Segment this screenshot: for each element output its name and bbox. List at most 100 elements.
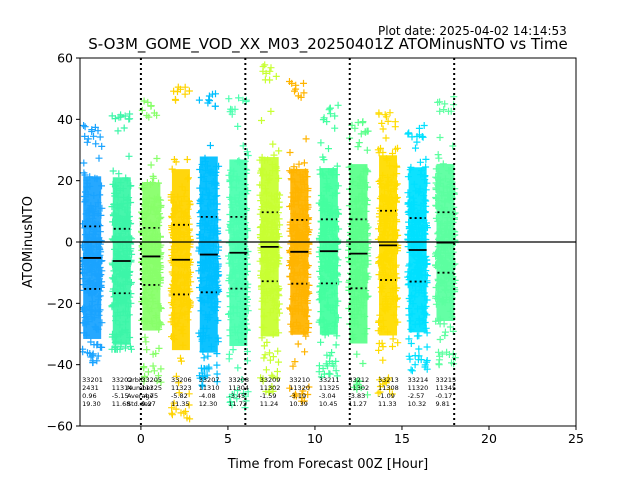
- orbit-point: [363, 325, 371, 333]
- orbit-point: [141, 248, 149, 256]
- orbit-point: [379, 149, 387, 156]
- orbit-point: [177, 230, 185, 238]
- orbit-point: [360, 270, 368, 278]
- orbit-point: [325, 211, 333, 219]
- orbit-point: [293, 231, 301, 239]
- orbit-point: [142, 282, 150, 290]
- orbit-point: [286, 247, 294, 255]
- orbit-point: [275, 329, 283, 337]
- orbit-point: [294, 324, 302, 332]
- orbit-stat-text: 33205: [141, 376, 162, 384]
- orbit-point: [300, 159, 308, 167]
- y-axis-label: ATOMinusNTO: [21, 196, 36, 288]
- orbit-point: [301, 348, 309, 356]
- orbit-point: [95, 311, 103, 319]
- orbit-point: [315, 368, 323, 376]
- orbit-point: [387, 246, 395, 254]
- orbit-point: [141, 333, 149, 341]
- orbit-point: [379, 125, 387, 133]
- orbit-stat-text: -3.83: [348, 392, 365, 400]
- orbit-point: [244, 187, 252, 195]
- orbit-point: [173, 283, 180, 291]
- orbit-point: [97, 237, 105, 245]
- orbit-point: [415, 189, 422, 197]
- orbit-point: [199, 233, 207, 241]
- orbit-point: [383, 156, 391, 164]
- orbit-stat-text: 33209: [260, 376, 281, 384]
- orbit-point: [231, 194, 239, 202]
- orbit-point: [354, 321, 362, 329]
- orbit-point: [197, 198, 205, 206]
- orbit-point: [408, 310, 416, 318]
- orbit-point: [87, 338, 95, 346]
- orbit-point: [315, 296, 323, 304]
- orbit-point: [288, 328, 296, 336]
- orbit-point: [234, 364, 242, 372]
- orbit-point: [266, 175, 274, 183]
- orbit-stat-text: 11302: [260, 384, 281, 392]
- orbit-point: [230, 167, 238, 175]
- orbit-point: [84, 349, 91, 357]
- orbit-point: [364, 168, 372, 176]
- orbit-stat-text: 33212: [348, 376, 369, 384]
- orbit-cluster-33214: [404, 122, 431, 375]
- orbit-point: [423, 365, 431, 373]
- orbit-point: [322, 266, 330, 274]
- orbit-point: [362, 207, 370, 215]
- orbit-stat-text: 9.81: [435, 400, 449, 408]
- orbit-point: [89, 255, 97, 263]
- orbit-point: [139, 293, 147, 301]
- orbit-stat-text: 11.72: [228, 400, 247, 408]
- orbit-point: [437, 221, 444, 229]
- orbit-point: [274, 194, 281, 202]
- orbit-point: [448, 234, 456, 242]
- orbit-point: [174, 242, 182, 250]
- orbit-point: [356, 272, 364, 279]
- orbit-point: [393, 163, 401, 171]
- orbit-point: [145, 259, 153, 267]
- orbit-point: [324, 362, 332, 370]
- orbit-stat-text: -4.75: [141, 392, 158, 400]
- orbit-point: [168, 411, 176, 419]
- orbit-point: [110, 267, 118, 275]
- orbit-point: [435, 176, 443, 184]
- orbit-point: [422, 155, 430, 163]
- orbit-point: [376, 311, 384, 319]
- orbit-point: [435, 228, 443, 236]
- orbit-point: [354, 254, 362, 262]
- orbit-point: [95, 293, 103, 301]
- orbit-point: [353, 350, 361, 358]
- orbit-point: [446, 307, 454, 315]
- orbit-point: [211, 192, 219, 200]
- orbit-point: [151, 210, 159, 218]
- orbit-point: [274, 347, 282, 355]
- orbit-point: [204, 99, 212, 107]
- orbit-point: [93, 262, 101, 270]
- orbit-point: [260, 313, 268, 321]
- orbit-point: [286, 221, 294, 229]
- orbit-point: [421, 173, 429, 181]
- orbit-point: [90, 227, 98, 235]
- orbit-point: [90, 132, 97, 140]
- orbit-point: [126, 293, 134, 301]
- orbit-point: [122, 326, 130, 334]
- orbit-stat-text: 11.35: [171, 400, 190, 408]
- orbit-point: [169, 230, 177, 238]
- orbit-point: [229, 346, 237, 354]
- orbit-stat-text: 11.68: [112, 400, 131, 408]
- orbit-point: [125, 115, 133, 123]
- orbit-point: [267, 233, 275, 241]
- orbit-point: [316, 267, 324, 275]
- orbit-point: [225, 171, 233, 179]
- orbit-point: [332, 357, 340, 365]
- orbit-point: [334, 314, 342, 322]
- orbit-point: [449, 218, 457, 226]
- orbit-point: [290, 252, 298, 260]
- orbit-point: [116, 311, 124, 319]
- orbit-point: [443, 226, 451, 234]
- orbit-point: [415, 316, 423, 324]
- orbit-point: [434, 98, 442, 106]
- orbit-stat-text: -4.08: [199, 392, 216, 400]
- orbit-point: [113, 201, 121, 209]
- orbit-point: [354, 197, 362, 205]
